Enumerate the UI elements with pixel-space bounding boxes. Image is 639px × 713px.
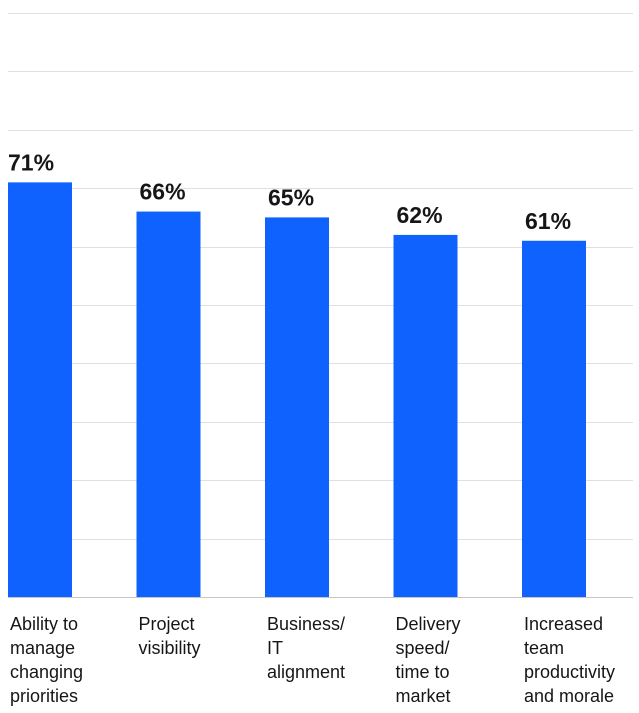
- category-label-line: Delivery: [396, 614, 461, 634]
- category-label-line: visibility: [139, 638, 201, 658]
- category-labels: Ability to manage changing priorities Projec…: [10, 614, 615, 706]
- category-label-line: alignment: [267, 662, 345, 682]
- bar-value-label: 62%: [397, 202, 443, 228]
- bar-value-label: 61%: [525, 208, 571, 234]
- bar: [393, 234, 458, 598]
- category-label: Delivery speed/time to market: [396, 614, 461, 706]
- bar-value-label: 65%: [268, 184, 314, 210]
- bar: [265, 217, 329, 597]
- category-label: Business/IT alignment: [267, 614, 345, 682]
- category-label-line: time to: [396, 662, 450, 682]
- category-label-line: Increased: [524, 614, 603, 634]
- category-label-line: productivity: [524, 662, 615, 682]
- category-label-line: IT: [267, 638, 283, 658]
- category-label-line: manage: [10, 638, 75, 658]
- category-label: Increased team productivity and morale: [524, 614, 615, 706]
- value-labels: 71% 66% 65% 62% 61%: [8, 149, 571, 233]
- bar: [136, 211, 201, 597]
- bar-value-label: 71%: [8, 149, 54, 175]
- category-label-line: Ability to: [10, 614, 78, 634]
- bar: [8, 182, 72, 598]
- category-label-line: priorities: [10, 686, 78, 706]
- category-label: Ability to manage changing priorities: [10, 614, 83, 706]
- category-label: Project visibility: [139, 614, 201, 658]
- bar: [522, 240, 586, 597]
- bar-value-label: 66%: [140, 179, 186, 205]
- category-label-line: team: [524, 638, 564, 658]
- category-label-line: and morale: [524, 686, 614, 706]
- category-label-line: market: [396, 686, 451, 706]
- category-label-line: changing: [10, 662, 83, 682]
- category-label-line: Project: [139, 614, 195, 634]
- category-label-line: Business/: [267, 614, 345, 634]
- category-label-line: speed/: [396, 638, 450, 658]
- bars: [8, 182, 586, 598]
